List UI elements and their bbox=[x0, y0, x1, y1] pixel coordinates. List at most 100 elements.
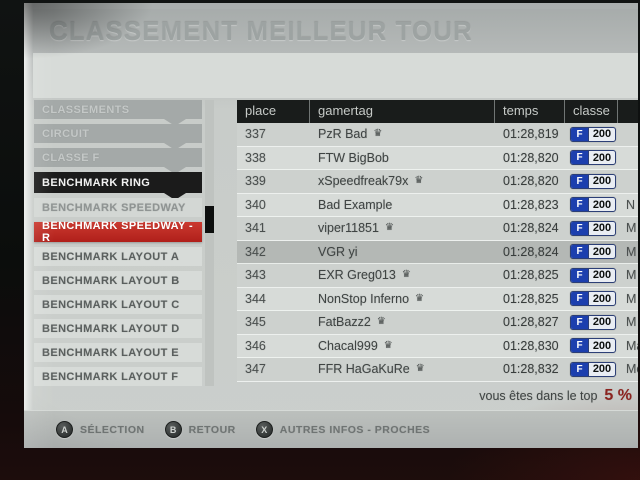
sidebar-item-circuit[interactable]: CIRCUIT bbox=[34, 124, 202, 150]
rank-percentile: vous êtes dans le top 5 % bbox=[479, 387, 632, 405]
classe-badge: F 200 bbox=[570, 291, 616, 307]
gamertag-cell: FatBazz2 ♛ bbox=[310, 315, 495, 329]
sidebar-item-classements[interactable]: CLASSEMENTS bbox=[34, 100, 202, 126]
sidebar-item-label: BENCHMARK SPEEDWAY bbox=[42, 201, 186, 214]
temps-cell: 01:28,832 bbox=[503, 362, 559, 377]
crown-icon: ♛ bbox=[384, 222, 394, 234]
place-cell: 345 bbox=[245, 315, 266, 330]
class-value: 200 bbox=[592, 151, 612, 164]
gamertag-name: PzR Bad bbox=[318, 127, 368, 142]
car-cell: Ma bbox=[626, 338, 638, 353]
sidebar-item-benchmark-layout-f[interactable]: BENCHMARK LAYOUT F bbox=[34, 367, 202, 386]
sidebar-item-benchmark-layout-b[interactable]: BENCHMARK LAYOUT B bbox=[34, 271, 202, 290]
table-row[interactable]: 340 Bad Example 01:28,823 F 200 N bbox=[237, 193, 638, 217]
classe-cell: F 200 bbox=[565, 220, 618, 236]
gamertag-cell: VGR yi bbox=[310, 245, 495, 259]
car-cell: M bbox=[626, 221, 637, 236]
classe-cell: F 200 bbox=[565, 150, 618, 166]
class-letter: F bbox=[571, 292, 589, 306]
page-title: CLASSEMENT MEILLEUR TOUR bbox=[49, 16, 473, 46]
sidebar-item-benchmark-speedway-r[interactable]: BENCHMARK SPEEDWAY - R bbox=[34, 220, 202, 244]
classe-cell: F 200 bbox=[565, 361, 618, 377]
classe-cell: F 200 bbox=[565, 126, 618, 142]
classe-cell: F 200 bbox=[565, 173, 618, 189]
percentile-value: 5 % bbox=[604, 387, 632, 404]
temps-cell: 01:28,820 bbox=[503, 174, 559, 189]
table-row[interactable]: 337 PzR Bad ♛ 01:28,819 F 200 bbox=[237, 123, 638, 147]
place-cell: 347 bbox=[245, 362, 266, 377]
class-letter: F bbox=[571, 151, 589, 165]
place-cell: 344 bbox=[245, 291, 266, 306]
place-cell: 339 bbox=[245, 174, 266, 189]
classe-cell: F 200 bbox=[565, 291, 618, 307]
class-letter: F bbox=[571, 174, 589, 188]
classe-cell: F 200 bbox=[565, 338, 618, 354]
sidebar-item-benchmark-layout-e[interactable]: BENCHMARK LAYOUT E bbox=[34, 343, 202, 362]
classe-badge: F 200 bbox=[570, 361, 616, 377]
sidebar-item-benchmark-speedway[interactable]: BENCHMARK SPEEDWAY bbox=[34, 198, 202, 217]
chevron-down-icon bbox=[164, 167, 186, 174]
crown-icon: ♛ bbox=[373, 128, 383, 140]
classe-cell: F 200 bbox=[565, 267, 618, 283]
gamertag-name: FFR HaGaKuRe bbox=[318, 362, 410, 377]
gamertag-cell: xSpeedfreak79x ♛ bbox=[310, 174, 495, 188]
hint-label: AUTRES INFOS - PROCHES bbox=[279, 423, 431, 436]
controller-hints-bar: A SÉLECTION B RETOUR X AUTRES INFOS - PROCHES bbox=[24, 410, 638, 448]
car-cell: M bbox=[626, 244, 637, 259]
gamertag-cell: PzR Bad ♛ bbox=[310, 127, 495, 141]
classe-badge: F 200 bbox=[570, 173, 616, 189]
class-letter: F bbox=[571, 315, 589, 329]
sidebar-item-benchmark-ring[interactable]: BENCHMARK RING bbox=[34, 172, 202, 200]
table-row[interactable]: 344 NonStop Inferno ♛ 01:28,825 F 200 M bbox=[237, 287, 638, 311]
sidebar-item-classe-f[interactable]: CLASSE F bbox=[34, 148, 202, 174]
scrollbar-thumb[interactable] bbox=[205, 206, 214, 233]
classe-cell: F 200 bbox=[565, 314, 618, 330]
class-letter: F bbox=[571, 245, 589, 259]
class-letter: F bbox=[571, 198, 589, 212]
sidebar-item-label: BENCHMARK SPEEDWAY - R bbox=[42, 220, 194, 244]
hint-b-button[interactable]: B RETOUR bbox=[164, 421, 236, 438]
gamertag-name: xSpeedfreak79x bbox=[318, 174, 409, 189]
hint-x-button[interactable]: X AUTRES INFOS - PROCHES bbox=[255, 421, 431, 438]
sidebar-item-label: BENCHMARK LAYOUT D bbox=[42, 322, 180, 335]
hint-label: RETOUR bbox=[188, 423, 236, 436]
column-header-classe: classe bbox=[565, 100, 618, 123]
sidebar-item-label: BENCHMARK LAYOUT C bbox=[42, 298, 180, 311]
table-row[interactable]: 343 EXR Greg013 ♛ 01:28,825 F 200 M bbox=[237, 264, 638, 288]
crown-icon: ♛ bbox=[376, 316, 386, 328]
class-value: 200 bbox=[592, 175, 612, 188]
a-button-icon: A bbox=[56, 421, 73, 438]
sidebar-scrollbar[interactable] bbox=[205, 100, 214, 386]
table-row[interactable]: 341 viper11851 ♛ 01:28,824 F 200 M bbox=[237, 217, 638, 241]
hint-a-button[interactable]: A SÉLECTION bbox=[56, 421, 145, 438]
column-header-extra bbox=[618, 100, 638, 123]
gamertag-name: viper11851 bbox=[318, 221, 379, 236]
sidebar-item-benchmark-layout-d[interactable]: BENCHMARK LAYOUT D bbox=[34, 319, 202, 338]
sidebar-item-benchmark-layout-a[interactable]: BENCHMARK LAYOUT A bbox=[34, 247, 202, 266]
table-row[interactable]: 345 FatBazz2 ♛ 01:28,827 F 200 M bbox=[237, 311, 638, 335]
table-row[interactable]: 342 VGR yi 01:28,824 F 200 M bbox=[237, 240, 638, 264]
table-row[interactable]: 339 xSpeedfreak79x ♛ 01:28,820 F 200 bbox=[237, 170, 638, 194]
sidebar: CLASSEMENTS CIRCUIT CLASSE F BENCHMARK RING… bbox=[34, 100, 202, 391]
crown-icon: ♛ bbox=[401, 269, 411, 281]
temps-cell: 01:28,823 bbox=[503, 197, 559, 212]
b-button-icon: B bbox=[164, 421, 182, 438]
temps-cell: 01:28,825 bbox=[503, 291, 559, 306]
crown-icon: ♛ bbox=[383, 339, 393, 351]
sidebar-item-benchmark-layout-c[interactable]: BENCHMARK LAYOUT C bbox=[34, 295, 202, 314]
car-cell: Me bbox=[626, 362, 638, 377]
screen-glare bbox=[24, 3, 33, 448]
classe-badge: F 200 bbox=[570, 267, 616, 283]
class-value: 200 bbox=[592, 222, 612, 235]
crown-icon: ♛ bbox=[414, 175, 424, 187]
gamertag-name: Bad Example bbox=[318, 197, 393, 212]
sidebar-item-label: BENCHMARK RING bbox=[42, 176, 151, 189]
chevron-down-icon bbox=[164, 193, 186, 200]
gamertag-name: EXR Greg013 bbox=[318, 268, 396, 283]
table-row[interactable]: 338 FTW BigBob 01:28,820 F 200 bbox=[237, 146, 638, 170]
temps-cell: 01:28,825 bbox=[503, 268, 559, 283]
temps-cell: 01:28,830 bbox=[503, 338, 559, 353]
class-value: 200 bbox=[592, 269, 612, 282]
